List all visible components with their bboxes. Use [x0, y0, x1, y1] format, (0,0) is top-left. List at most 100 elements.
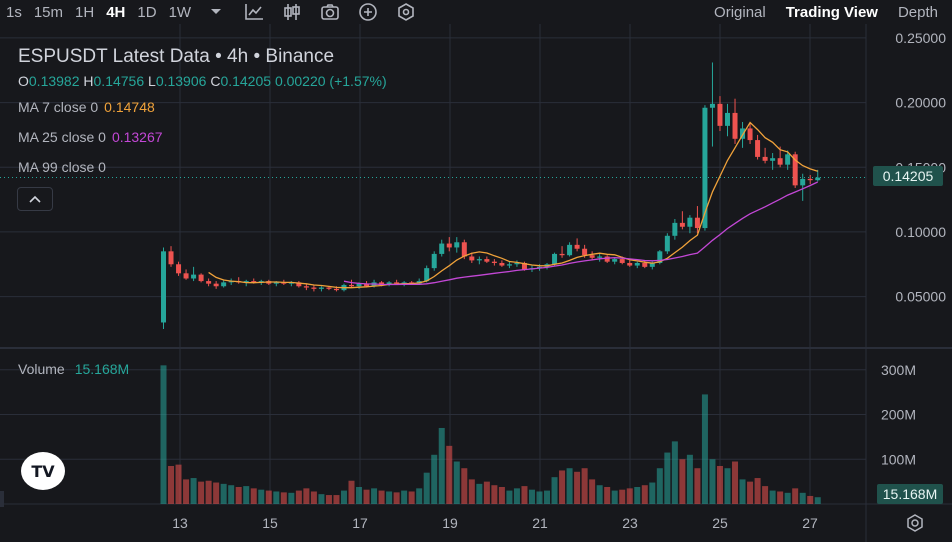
candle-body	[755, 140, 761, 157]
candle-body	[401, 282, 407, 284]
candle-body	[785, 154, 791, 165]
timeframe-4h[interactable]: 4H	[106, 3, 126, 21]
timeframe-15m[interactable]: 15m	[33, 3, 64, 21]
view-tabs: Original Trading View Depth	[694, 0, 938, 24]
candle-body	[792, 154, 798, 186]
ma25-legend[interactable]: MA 25 close 0 0.13267	[18, 129, 163, 145]
candle-body	[476, 259, 482, 261]
ma25-label: MA 25 close 0	[18, 129, 106, 145]
candle-body	[191, 274, 197, 279]
volume-bar	[566, 468, 573, 504]
timeframe-1s[interactable]: 1s	[6, 3, 22, 21]
volume-bar	[408, 491, 415, 504]
volume-bar	[265, 490, 272, 504]
time-axis-label: 21	[532, 515, 548, 531]
candle-body	[619, 259, 625, 263]
time-axis-label: 13	[172, 515, 188, 531]
pane-resize-handle[interactable]	[0, 491, 4, 507]
time-axis-label: 27	[802, 515, 818, 531]
timeframe-1d[interactable]: 1D	[137, 3, 157, 21]
volume-bar	[160, 365, 167, 504]
candle-body	[777, 158, 783, 165]
price-axis-label: 0.20000	[895, 95, 946, 111]
timeframe-1h[interactable]: 1H	[75, 3, 95, 21]
volume-bar	[453, 461, 460, 504]
chart-settings-icon[interactable]	[904, 512, 926, 534]
hexagon-settings-icon[interactable]	[395, 2, 417, 22]
candle-body	[176, 264, 182, 274]
candle-body	[642, 262, 648, 267]
ma7-label: MA 7 close 0	[18, 99, 99, 115]
low-value: 0.13906	[155, 73, 207, 89]
volume-bar	[634, 487, 641, 504]
price-candles	[161, 62, 821, 329]
price-axis-label: 0.05000	[895, 289, 946, 305]
volume-axis-label: 300M	[881, 362, 916, 378]
volume-bar	[416, 488, 423, 504]
last-volume-badge: 15.168M	[877, 484, 943, 504]
volume-bar	[664, 452, 671, 504]
candle-body	[409, 282, 415, 284]
candle-body	[469, 256, 475, 261]
camera-icon[interactable]	[319, 2, 341, 22]
candle-body	[303, 286, 309, 288]
volume-axis-label: 100M	[881, 451, 916, 467]
candle-body	[379, 282, 385, 285]
plus-circle-icon[interactable]	[357, 2, 379, 22]
ohlc-legend: O0.13982 H0.14756 L0.13906 C0.14205 0.00…	[18, 73, 387, 89]
candle-body	[394, 282, 400, 284]
volume-bar	[303, 488, 310, 504]
candle-body	[627, 262, 633, 266]
toolbar: 1s 15m 1H 4H 1D 1W Original Trading View…	[0, 0, 952, 24]
volume-bar	[190, 478, 197, 504]
candle-body	[221, 282, 227, 287]
volume-bar	[243, 486, 250, 504]
ma99-legend[interactable]: MA 99 close 0	[18, 159, 106, 175]
volume-bar	[288, 492, 295, 504]
candle-body	[762, 156, 768, 161]
candle-body	[514, 262, 520, 265]
candle-body	[521, 262, 527, 270]
collapse-legend-button[interactable]	[17, 187, 53, 211]
close-value: 0.14205	[220, 73, 272, 89]
candle-body	[815, 177, 821, 181]
volume-bar	[732, 461, 739, 504]
tab-original[interactable]: Original	[714, 3, 766, 21]
candle-body	[649, 262, 655, 267]
volume-bar	[747, 481, 754, 504]
line-chart-icon[interactable]	[243, 2, 265, 22]
tab-depth[interactable]: Depth	[897, 3, 938, 21]
volume-bar	[476, 483, 483, 504]
volume-bar	[574, 471, 581, 504]
time-axis-label: 25	[712, 515, 728, 531]
candlestick-icon[interactable]	[281, 2, 303, 22]
volume-bar	[325, 495, 332, 504]
candle-body	[206, 281, 212, 284]
time-axis-label: 19	[442, 515, 458, 531]
volume-bar	[348, 480, 355, 504]
volume-bar	[777, 491, 784, 504]
volume-bar	[604, 487, 611, 504]
volume-bar	[521, 486, 528, 504]
tradingview-logo[interactable]: TV	[21, 452, 65, 490]
candle-body	[296, 282, 302, 287]
tab-trading-view[interactable]: Trading View	[785, 3, 878, 21]
volume-bar	[528, 489, 535, 504]
time-axis-label: 15	[262, 515, 278, 531]
ma7-legend[interactable]: MA 7 close 0 0.14748	[18, 99, 155, 115]
volume-bar	[581, 468, 588, 504]
chevron-down-icon[interactable]	[205, 2, 227, 22]
candle-body	[161, 251, 166, 323]
volume-bar	[258, 489, 265, 504]
candle-body	[807, 178, 813, 181]
volume-bar	[799, 492, 806, 504]
volume-bar	[641, 485, 648, 504]
volume-bar	[716, 465, 723, 504]
open-value: 0.13982	[28, 73, 80, 89]
candle-body	[657, 251, 663, 263]
ma25-value: 0.13267	[111, 129, 163, 145]
volume-bar	[671, 441, 678, 504]
timeframe-1w[interactable]: 1W	[168, 3, 192, 21]
close-label: C	[210, 73, 221, 89]
